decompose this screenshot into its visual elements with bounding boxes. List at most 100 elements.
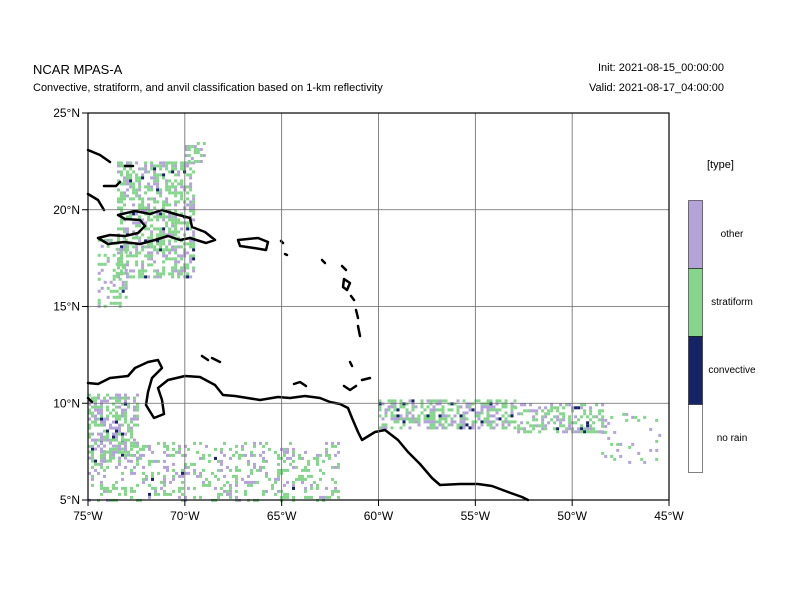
- rain-cell: [115, 450, 118, 454]
- rain-cell: [331, 444, 334, 448]
- rain-cell: [184, 495, 187, 499]
- rain-cell: [390, 414, 394, 418]
- rain-cell: [150, 233, 154, 237]
- rain-cell: [492, 426, 496, 430]
- rain-cell: [289, 462, 292, 466]
- rain-cell: [510, 420, 514, 424]
- rain-cell: [97, 262, 101, 266]
- rain-cell: [304, 450, 307, 454]
- rain-cell: [171, 170, 175, 174]
- rain-cell: [310, 483, 313, 487]
- rain-cell: [640, 457, 644, 461]
- rain-cell: [159, 272, 163, 276]
- rain-cell: [432, 420, 436, 424]
- rain-cell: [429, 423, 433, 427]
- rain-cell: [118, 286, 122, 290]
- rain-cell: [150, 257, 154, 261]
- rain-cell: [387, 408, 391, 412]
- rain-cell: [271, 486, 274, 490]
- rain-cell: [426, 399, 430, 403]
- rain-cell: [184, 148, 188, 151]
- rain-cell: [165, 248, 169, 252]
- rain-cell: [399, 402, 403, 406]
- rain-cell: [337, 450, 340, 454]
- rain-cell: [616, 442, 620, 446]
- rain-cell: [583, 427, 587, 431]
- rain-cell: [94, 462, 97, 466]
- map-subtitle: Convective, stratiform, and anvil classi…: [33, 82, 383, 94]
- rain-cell: [238, 456, 241, 460]
- rain-cell: [174, 233, 178, 237]
- rain-cell: [316, 453, 319, 457]
- rain-cell: [132, 236, 136, 240]
- y-tick-label: 10°N: [53, 396, 80, 410]
- rain-cell: [129, 275, 133, 279]
- rain-cell: [117, 179, 120, 183]
- rain-cell: [168, 161, 172, 165]
- rain-cell: [126, 188, 129, 192]
- rain-cell: [118, 447, 121, 451]
- rain-cell: [129, 269, 133, 273]
- rain-cell: [265, 441, 268, 445]
- rain-cell: [118, 399, 121, 403]
- rain-cell: [601, 421, 605, 425]
- rain-cell: [186, 164, 190, 168]
- x-tick-label: 75°W: [73, 509, 103, 523]
- x-tick-label: 65°W: [267, 509, 297, 523]
- rain-cell: [180, 212, 184, 216]
- rain-cell: [250, 471, 253, 475]
- rain-cell: [408, 420, 412, 424]
- rain-cell: [390, 405, 394, 409]
- rain-cell: [423, 420, 427, 424]
- rain-cell: [130, 429, 133, 433]
- rain-cell: [141, 203, 145, 207]
- rain-cell: [331, 441, 334, 445]
- rain-cell: [411, 405, 415, 409]
- rain-cell: [468, 405, 472, 409]
- rain-cell: [529, 403, 533, 407]
- rain-cell: [504, 405, 508, 409]
- rain-cell: [610, 415, 614, 419]
- rain-cell: [97, 301, 101, 305]
- rain-cell: [171, 167, 175, 171]
- rain-cell: [441, 411, 445, 415]
- rain-cell: [121, 447, 124, 451]
- rain-cell: [178, 444, 181, 448]
- rain-cell: [147, 209, 151, 213]
- rain-cell: [166, 465, 169, 469]
- rain-cell: [174, 266, 178, 270]
- rain-cell: [168, 188, 172, 192]
- rain-cell: [571, 421, 575, 425]
- rain-cell: [115, 438, 118, 442]
- rain-cell: [495, 411, 499, 415]
- rain-cell: [109, 447, 112, 451]
- rain-cell: [117, 161, 120, 165]
- rain-cell: [147, 254, 151, 258]
- rain-cell: [91, 465, 94, 469]
- rain-cell: [184, 471, 187, 475]
- rain-cell: [112, 274, 116, 278]
- rain-cell: [471, 402, 475, 406]
- rain-cell: [381, 426, 385, 430]
- rain-cell: [162, 239, 166, 243]
- rain-cell: [396, 414, 400, 418]
- rain-cell: [138, 272, 142, 276]
- rain-cell: [157, 492, 160, 496]
- rain-cell: [133, 471, 136, 475]
- rain-cell: [601, 430, 605, 434]
- rain-cell: [159, 230, 163, 234]
- rain-cell: [562, 415, 566, 419]
- rain-cell: [462, 423, 466, 427]
- rain-cell: [616, 448, 620, 452]
- rain-cell: [580, 406, 584, 410]
- legend-swatch-no-rain: [688, 404, 703, 473]
- rain-cell: [262, 492, 265, 496]
- rain-cell: [123, 248, 126, 252]
- rain-cell: [589, 418, 593, 422]
- rain-cell: [109, 411, 112, 415]
- rain-cell: [393, 402, 397, 406]
- rain-cell: [156, 248, 160, 252]
- rain-cell: [465, 423, 469, 427]
- rain-cell: [568, 403, 572, 407]
